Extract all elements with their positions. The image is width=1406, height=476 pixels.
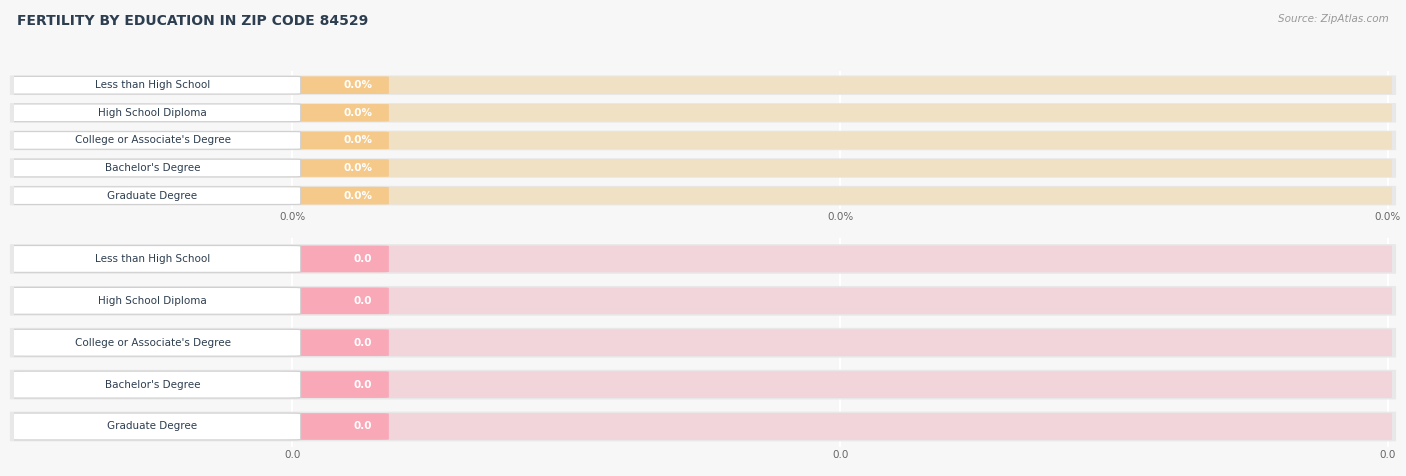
FancyBboxPatch shape <box>10 158 1396 178</box>
FancyBboxPatch shape <box>281 413 389 440</box>
Text: Source: ZipAtlas.com: Source: ZipAtlas.com <box>1278 14 1389 24</box>
Text: 0.0: 0.0 <box>354 337 373 348</box>
Text: College or Associate's Degree: College or Associate's Degree <box>75 135 231 146</box>
FancyBboxPatch shape <box>281 159 1399 177</box>
Text: 0.0: 0.0 <box>354 421 373 432</box>
FancyBboxPatch shape <box>4 288 301 314</box>
FancyBboxPatch shape <box>281 246 389 272</box>
FancyBboxPatch shape <box>281 288 1399 314</box>
Text: 0.0%: 0.0% <box>343 190 373 201</box>
FancyBboxPatch shape <box>4 371 301 398</box>
FancyBboxPatch shape <box>10 328 1396 357</box>
FancyBboxPatch shape <box>4 104 301 122</box>
Text: 0.0%: 0.0% <box>343 80 373 90</box>
FancyBboxPatch shape <box>281 413 1399 440</box>
FancyBboxPatch shape <box>4 131 301 149</box>
FancyBboxPatch shape <box>281 132 1399 149</box>
Text: College or Associate's Degree: College or Associate's Degree <box>75 337 231 348</box>
FancyBboxPatch shape <box>4 413 301 440</box>
FancyBboxPatch shape <box>4 76 301 94</box>
FancyBboxPatch shape <box>281 288 389 314</box>
FancyBboxPatch shape <box>281 246 1399 272</box>
FancyBboxPatch shape <box>281 329 389 356</box>
FancyBboxPatch shape <box>281 187 1399 204</box>
FancyBboxPatch shape <box>10 186 1396 206</box>
FancyBboxPatch shape <box>10 412 1396 441</box>
FancyBboxPatch shape <box>281 159 389 177</box>
FancyBboxPatch shape <box>10 75 1396 95</box>
FancyBboxPatch shape <box>4 187 301 205</box>
Text: 0.0: 0.0 <box>354 254 373 264</box>
Text: High School Diploma: High School Diploma <box>98 108 207 118</box>
FancyBboxPatch shape <box>281 104 389 121</box>
FancyBboxPatch shape <box>4 329 301 356</box>
FancyBboxPatch shape <box>281 77 389 94</box>
FancyBboxPatch shape <box>10 244 1396 274</box>
FancyBboxPatch shape <box>281 187 389 204</box>
Text: Less than High School: Less than High School <box>96 80 209 90</box>
Text: Bachelor's Degree: Bachelor's Degree <box>105 163 200 173</box>
Text: Bachelor's Degree: Bachelor's Degree <box>105 379 200 390</box>
FancyBboxPatch shape <box>10 370 1396 399</box>
Text: 0.0%: 0.0% <box>343 108 373 118</box>
FancyBboxPatch shape <box>10 130 1396 150</box>
Text: 0.0%: 0.0% <box>343 163 373 173</box>
Text: FERTILITY BY EDUCATION IN ZIP CODE 84529: FERTILITY BY EDUCATION IN ZIP CODE 84529 <box>17 14 368 28</box>
FancyBboxPatch shape <box>281 371 1399 398</box>
FancyBboxPatch shape <box>281 77 1399 94</box>
Text: High School Diploma: High School Diploma <box>98 296 207 306</box>
FancyBboxPatch shape <box>281 371 389 398</box>
Text: Graduate Degree: Graduate Degree <box>107 421 198 432</box>
FancyBboxPatch shape <box>281 104 1399 121</box>
Text: 0.0%: 0.0% <box>343 135 373 146</box>
FancyBboxPatch shape <box>281 329 1399 356</box>
Text: 0.0: 0.0 <box>354 379 373 390</box>
FancyBboxPatch shape <box>10 103 1396 123</box>
FancyBboxPatch shape <box>281 132 389 149</box>
FancyBboxPatch shape <box>10 286 1396 316</box>
FancyBboxPatch shape <box>4 246 301 272</box>
Text: Less than High School: Less than High School <box>96 254 209 264</box>
FancyBboxPatch shape <box>4 159 301 177</box>
Text: 0.0: 0.0 <box>354 296 373 306</box>
Text: Graduate Degree: Graduate Degree <box>107 190 198 201</box>
